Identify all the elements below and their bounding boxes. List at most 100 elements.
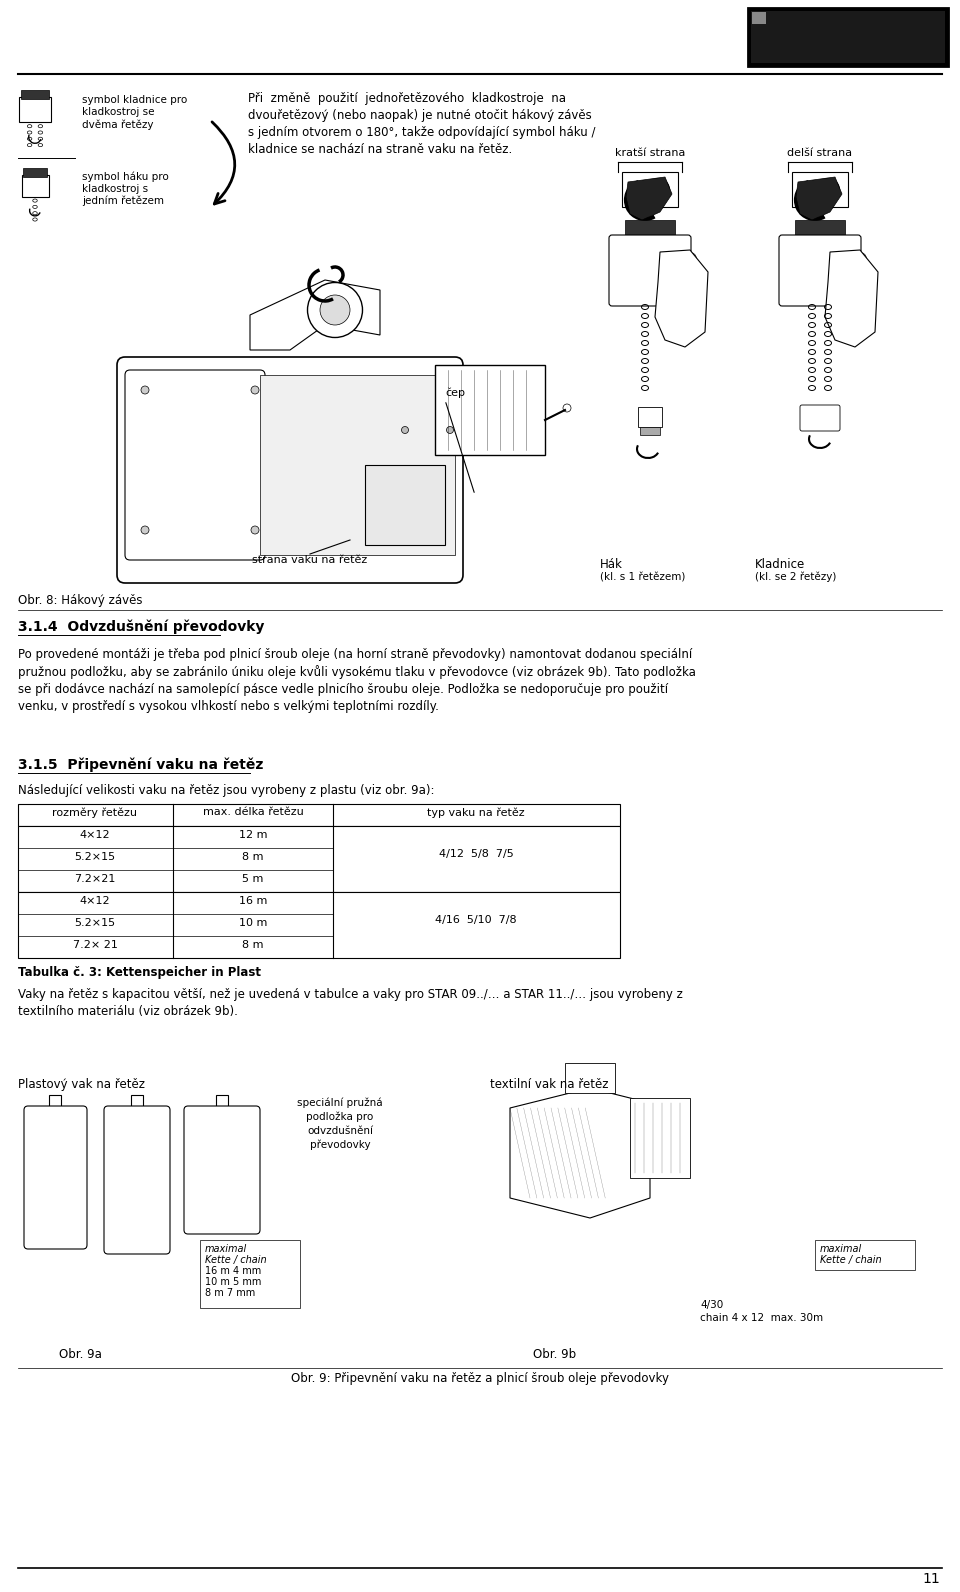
Bar — [630, 1098, 690, 1178]
Text: chain 4 x 12  max. 30m: chain 4 x 12 max. 30m — [700, 1313, 823, 1323]
Text: Po provedené montáži je třeba pod plnicí šroub oleje (na horní straně převodovky: Po provedené montáži je třeba pod plnicí… — [18, 648, 696, 713]
Text: maximal: maximal — [205, 1243, 248, 1254]
Text: 10 m 5 mm: 10 m 5 mm — [205, 1277, 261, 1286]
Text: 4/30: 4/30 — [700, 1301, 723, 1310]
Polygon shape — [655, 250, 708, 347]
Text: symbol kladnice pro: symbol kladnice pro — [82, 96, 187, 105]
Text: dvěma řetězy: dvěma řetězy — [82, 119, 154, 129]
Text: Kladnice: Kladnice — [755, 559, 805, 572]
Text: 12 m: 12 m — [239, 829, 267, 841]
Text: 4×12: 4×12 — [80, 829, 110, 841]
Text: 4/12  5/8  7/5: 4/12 5/8 7/5 — [439, 849, 514, 860]
Polygon shape — [260, 376, 455, 556]
FancyBboxPatch shape — [125, 369, 265, 560]
Text: čep: čep — [445, 388, 465, 398]
Bar — [625, 220, 675, 237]
Text: MADE IN GERMANY: MADE IN GERMANY — [858, 18, 931, 25]
Bar — [751, 11, 945, 64]
Text: (kl. se 2 řetězy): (kl. se 2 řetězy) — [755, 572, 836, 583]
Ellipse shape — [320, 295, 350, 325]
Text: 11: 11 — [923, 1571, 940, 1586]
Text: max. délka řetězu: max. délka řetězu — [203, 807, 303, 817]
Bar — [19, 97, 51, 121]
Bar — [435, 365, 545, 455]
FancyBboxPatch shape — [24, 1106, 87, 1250]
Ellipse shape — [401, 427, 409, 433]
Bar — [752, 13, 766, 24]
Bar — [216, 1095, 228, 1110]
Polygon shape — [250, 280, 380, 350]
Text: 8 m: 8 m — [242, 852, 264, 861]
Text: delší strana: delší strana — [787, 148, 852, 158]
Text: Obr. 9a: Obr. 9a — [59, 1348, 102, 1361]
Bar — [18, 826, 620, 892]
Bar — [748, 8, 948, 65]
Text: (kl. s 1 řetězem): (kl. s 1 řetězem) — [600, 572, 685, 583]
Text: STAR: STAR — [766, 14, 822, 33]
Ellipse shape — [563, 404, 571, 412]
Text: 16 m: 16 m — [239, 896, 267, 906]
Text: 7.2×21: 7.2×21 — [74, 874, 116, 884]
Text: textilní vak na řetěz: textilní vak na řetěz — [490, 1078, 609, 1091]
Bar — [365, 465, 445, 544]
Text: Obr. 9: Připevnění vaku na řetěz a plnicí šroub oleje převodovky: Obr. 9: Připevnění vaku na řetěz a plnic… — [291, 1372, 669, 1385]
Polygon shape — [825, 250, 878, 347]
FancyBboxPatch shape — [184, 1106, 260, 1234]
Ellipse shape — [141, 525, 149, 533]
Text: 5 m: 5 m — [242, 874, 264, 884]
FancyBboxPatch shape — [779, 236, 861, 306]
Bar — [131, 1095, 143, 1110]
Text: kratší strana: kratší strana — [614, 148, 685, 158]
Bar — [565, 1063, 615, 1094]
Bar — [21, 175, 49, 197]
Text: 4×12: 4×12 — [80, 896, 110, 906]
Text: speciální pružná
podložka pro
odvzdušnění
převodovky: speciální pružná podložka pro odvzdušněn… — [298, 1098, 383, 1149]
Ellipse shape — [251, 385, 259, 393]
FancyBboxPatch shape — [800, 404, 840, 431]
Bar — [795, 220, 845, 237]
Polygon shape — [796, 177, 842, 220]
Bar — [49, 1095, 61, 1110]
Text: typ vaku na řetěz: typ vaku na řetěz — [427, 807, 525, 818]
Text: strana vaku na řetěz: strana vaku na řetěz — [252, 556, 368, 565]
Text: maximal: maximal — [820, 1243, 862, 1254]
Text: kladkostroj se: kladkostroj se — [82, 107, 155, 116]
Bar — [20, 91, 49, 99]
Bar — [792, 172, 848, 207]
Ellipse shape — [857, 253, 867, 271]
Bar — [638, 408, 662, 427]
Text: Kette / chain: Kette / chain — [205, 1254, 267, 1266]
Text: 5.2×15: 5.2×15 — [75, 852, 115, 861]
Text: 8 m: 8 m — [242, 939, 264, 950]
Text: 4/16  5/10  7/8: 4/16 5/10 7/8 — [435, 915, 516, 925]
Text: 7.2× 21: 7.2× 21 — [73, 939, 117, 950]
Text: kladkostroj s: kladkostroj s — [82, 185, 148, 194]
Polygon shape — [510, 1087, 650, 1218]
Ellipse shape — [446, 427, 453, 433]
Text: 3.1.5  Připevnění vaku na řetěz: 3.1.5 Připevnění vaku na řetěz — [18, 758, 263, 772]
Text: 10 m: 10 m — [239, 919, 267, 928]
Text: Následující velikosti vaku na řetěz jsou vyrobeny z plastu (viz obr. 9a):: Následující velikosti vaku na řetěz jsou… — [18, 783, 435, 798]
Ellipse shape — [687, 253, 697, 271]
Bar — [200, 1240, 300, 1309]
Polygon shape — [626, 177, 672, 220]
Text: Obr. 9b: Obr. 9b — [534, 1348, 577, 1361]
Text: Při  změně  použití  jednořetězového  kladkostroje  na
dvouřetězový (nebo naopak: Při změně použití jednořetězového kladko… — [248, 92, 595, 156]
Text: Kette / chain: Kette / chain — [820, 1254, 881, 1266]
Text: 3.1.4  Odvzdušnění převodovky: 3.1.4 Odvzdušnění převodovky — [18, 619, 264, 635]
Text: Obr. 8: Hákový závěs: Obr. 8: Hákový závěs — [18, 594, 142, 607]
Ellipse shape — [251, 525, 259, 533]
Bar — [815, 1240, 915, 1270]
Text: LIFTKET: LIFTKET — [766, 37, 891, 64]
FancyBboxPatch shape — [609, 236, 691, 306]
FancyArrowPatch shape — [212, 123, 235, 204]
Text: jedním řetězem: jedním řetězem — [82, 196, 164, 207]
Bar — [640, 427, 660, 435]
Ellipse shape — [141, 385, 149, 393]
Text: Hák: Hák — [600, 559, 623, 572]
Text: rozměry řetězu: rozměry řetězu — [53, 807, 137, 818]
Text: 5.2×15: 5.2×15 — [75, 919, 115, 928]
Ellipse shape — [307, 282, 363, 338]
Bar — [23, 169, 47, 177]
Bar — [18, 804, 620, 826]
